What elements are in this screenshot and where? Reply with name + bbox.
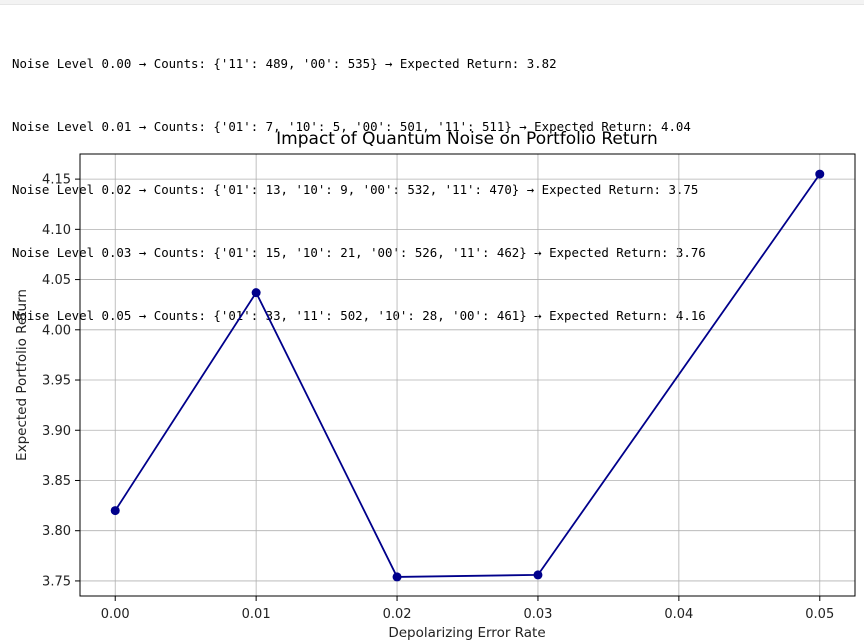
x-tick-label: 0.05 bbox=[805, 607, 834, 622]
data-point bbox=[815, 169, 825, 179]
chart-title: Impact of Quantum Noise on Portfolio Ret… bbox=[276, 129, 658, 149]
console-line: Noise Level 0.05 → Counts: {'01': 33, '1… bbox=[12, 308, 706, 323]
grid-lines bbox=[80, 154, 855, 596]
y-tick-label: 4.10 bbox=[42, 223, 71, 238]
series-line bbox=[114, 173, 821, 578]
data-point bbox=[110, 506, 120, 516]
axis-ticks: 0.00 0.01 0.02 0.03 0.04 0.05 3.75 3.80 3.85 3.90… bbox=[42, 173, 834, 622]
data-point bbox=[533, 570, 543, 580]
console-line: Noise Level 0.01 → Counts: {'01': 7, '10… bbox=[12, 119, 691, 134]
console-line: Noise Level 0.02 → Counts: {'01': 13, '1… bbox=[12, 182, 699, 197]
console-line: Noise Level 0.03 → Counts: {'01': 15, '1… bbox=[12, 245, 706, 260]
y-tick-label: 3.90 bbox=[42, 424, 71, 439]
data-series bbox=[110, 169, 825, 582]
x-tick-label: 0.02 bbox=[383, 607, 412, 622]
cell-top-border bbox=[0, 0, 864, 5]
y-axis-label: Expected Portfolio Return bbox=[14, 289, 30, 461]
y-tick-label: 3.80 bbox=[42, 524, 71, 539]
y-tick-label: 4.15 bbox=[42, 173, 71, 188]
x-tick-label: 0.01 bbox=[242, 607, 271, 622]
y-tick-label: 3.75 bbox=[42, 574, 71, 589]
plot-area-frame bbox=[79, 153, 856, 597]
line-chart: Impact of Quantum Noise on Portfolio Ret… bbox=[14, 129, 856, 641]
x-axis-label: Depolarizing Error Rate bbox=[388, 625, 545, 641]
y-tick-label: 3.95 bbox=[42, 374, 71, 389]
y-tick-label: 3.85 bbox=[42, 474, 71, 489]
x-tick-label: 0.03 bbox=[523, 607, 552, 622]
data-point bbox=[251, 288, 261, 298]
data-point bbox=[392, 572, 402, 582]
console-output: Noise Level 0.00 → Counts: {'11': 489, '… bbox=[12, 11, 860, 347]
x-tick-label: 0.00 bbox=[101, 607, 130, 622]
y-tick-label: 4.00 bbox=[42, 323, 71, 338]
y-tick-label: 4.05 bbox=[42, 273, 71, 288]
x-tick-label: 0.04 bbox=[664, 607, 693, 622]
console-line: Noise Level 0.00 → Counts: {'11': 489, '… bbox=[12, 56, 557, 71]
